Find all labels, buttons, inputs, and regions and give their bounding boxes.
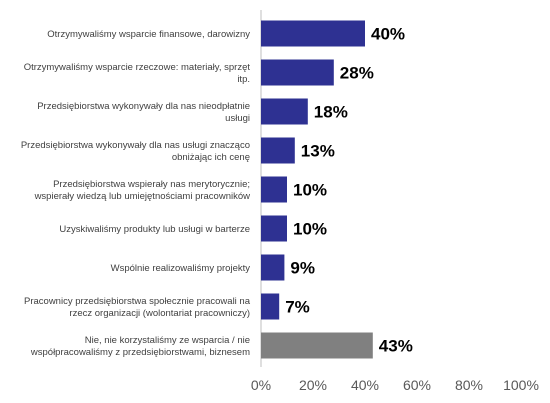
x-tick-label-80: 80% <box>455 377 483 393</box>
category-labels: Otrzymywaliśmy wsparcie finansowe, darow… <box>21 29 251 358</box>
category-label-2: Otrzymywaliśmy wsparcie rzeczowe: materi… <box>24 62 251 85</box>
category-label-9: Nie, nie korzystaliśmy ze wsparcia / nie… <box>30 335 250 358</box>
x-tick-label-60: 60% <box>403 377 431 393</box>
value-label-1: 40% <box>371 25 405 44</box>
category-label-4: Przedsiębiorstwa wykonywały dla nas usłu… <box>21 140 250 163</box>
value-label-8: 7% <box>285 298 310 317</box>
x-tick-label-40: 40% <box>351 377 379 393</box>
bars <box>261 20 373 359</box>
value-label-3: 18% <box>314 103 348 122</box>
bar-8 <box>261 293 280 320</box>
x-tick-label-20: 20% <box>299 377 327 393</box>
value-label-7: 9% <box>290 259 315 278</box>
x-tick-labels: 0% 20% 40% 60% 80% 100% <box>251 377 539 393</box>
value-label-6: 10% <box>293 220 327 239</box>
value-label-4: 13% <box>301 142 335 161</box>
bar-3 <box>261 98 308 125</box>
category-label-6: Uzyskiwaliśmy produkty lub usługi w bart… <box>59 224 250 235</box>
category-label-3: Przedsiębiorstwa wykonywały dla nas nieo… <box>37 101 250 124</box>
bar-4 <box>261 137 295 164</box>
category-label-1: Otrzymywaliśmy wsparcie finansowe, darow… <box>47 29 250 40</box>
bar-2 <box>261 59 334 86</box>
bar-7 <box>261 254 285 281</box>
value-label-2: 28% <box>340 64 374 83</box>
bar-6 <box>261 215 287 242</box>
x-tick-label-0: 0% <box>251 377 271 393</box>
value-label-9: 43% <box>379 337 413 356</box>
value-labels: 40% 28% 18% 13% 10% 10% 9% 7% 43% <box>285 25 413 356</box>
bar-9 <box>261 332 373 359</box>
category-label-5: Przedsiębiorstwa wspierały nas merytoryc… <box>34 179 251 202</box>
category-label-8: Pracownicy przedsiębiorstwa społecznie p… <box>24 296 251 319</box>
x-tick-label-100: 100% <box>503 377 539 393</box>
bar-1 <box>261 20 365 47</box>
category-label-7: Wspólnie realizowaliśmy projekty <box>111 263 251 274</box>
value-label-5: 10% <box>293 181 327 200</box>
bar-5 <box>261 176 287 203</box>
